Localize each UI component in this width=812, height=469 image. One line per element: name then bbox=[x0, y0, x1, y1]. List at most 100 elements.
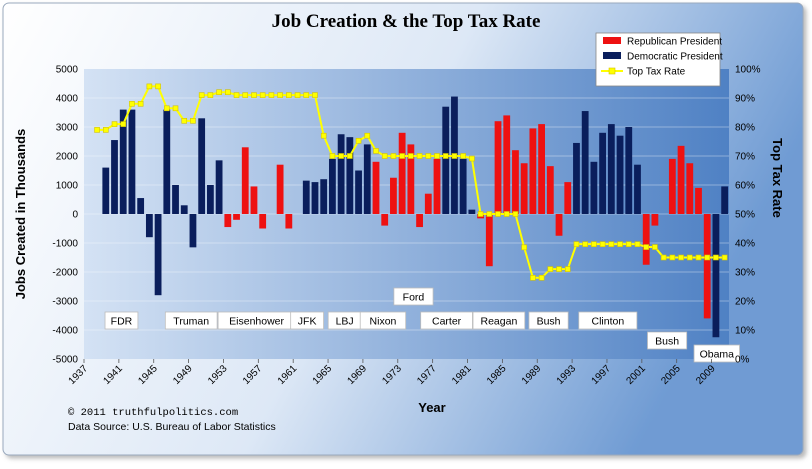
jobs-bar bbox=[128, 109, 136, 214]
jobs-bar bbox=[529, 128, 537, 214]
tax-rate-point bbox=[469, 155, 475, 162]
jobs-bars bbox=[102, 96, 729, 338]
tax-rate-point bbox=[190, 118, 196, 124]
tax-rate-point bbox=[625, 241, 632, 247]
president-label: Bush bbox=[537, 316, 561, 328]
y-tick-label: -2000 bbox=[52, 268, 78, 279]
tax-rate-point bbox=[381, 153, 388, 159]
tax-rate-point bbox=[225, 89, 231, 95]
y2-tick-label: 30% bbox=[735, 268, 755, 279]
y-tick-label: 0 bbox=[72, 210, 78, 221]
tax-rate-point bbox=[102, 127, 109, 133]
jobs-bar bbox=[215, 160, 223, 214]
tax-rate-point bbox=[320, 132, 327, 139]
jobs-bar bbox=[198, 118, 206, 214]
jobs-bar bbox=[145, 214, 153, 238]
tax-rate-point bbox=[556, 266, 562, 272]
tax-rate-point bbox=[486, 211, 493, 217]
tax-rate-point bbox=[129, 101, 135, 107]
tax-rate-point bbox=[277, 92, 283, 98]
tax-rate-point bbox=[155, 83, 161, 90]
y-tick-label: -1000 bbox=[52, 239, 78, 250]
tax-rate-point bbox=[564, 266, 571, 272]
jobs-bar bbox=[329, 158, 336, 214]
president-label: Reagan bbox=[481, 316, 518, 328]
legend-label: Top Tax Rate bbox=[627, 67, 686, 78]
y2-tick-label: 100% bbox=[735, 65, 761, 76]
tax-rate-point bbox=[390, 153, 397, 159]
tax-rate-point bbox=[268, 92, 275, 98]
tax-rate-point bbox=[503, 211, 510, 217]
jobs-bar bbox=[163, 109, 171, 214]
jobs-bar bbox=[381, 214, 389, 226]
tax-rate-point bbox=[451, 153, 458, 159]
y2-tick-label: 40% bbox=[735, 239, 755, 250]
jobs-bar bbox=[703, 214, 711, 319]
president-label-box bbox=[104, 311, 139, 330]
jobs-bar bbox=[311, 182, 319, 214]
jobs-bar bbox=[538, 124, 546, 214]
tax-rate-point bbox=[181, 118, 188, 124]
tax-rate-point bbox=[399, 153, 405, 159]
jobs-bar bbox=[154, 214, 162, 296]
president-labels: FDR Truman Eisenhower JFK LBJ Nixon Ford Carter… bbox=[104, 287, 740, 363]
president-label-box bbox=[420, 311, 473, 330]
tax-rate-point bbox=[573, 241, 580, 247]
tax-rate-point bbox=[373, 148, 379, 154]
tax-rate-point bbox=[660, 254, 667, 261]
jobs-bar bbox=[459, 158, 467, 214]
tax-rate-point bbox=[312, 92, 318, 98]
legend-label: Democratic President bbox=[627, 52, 723, 63]
tax-rate-point bbox=[582, 241, 588, 247]
tax-rate-point bbox=[416, 153, 423, 159]
y-tick-label: -4000 bbox=[52, 326, 78, 337]
legend-label: Republican President bbox=[627, 37, 722, 48]
y-tick-label: -3000 bbox=[52, 297, 78, 308]
jobs-bar bbox=[686, 163, 694, 214]
y-tick-label: 5000 bbox=[56, 65, 79, 76]
tax-rate-point bbox=[286, 92, 292, 98]
president-label: Eisenhower bbox=[229, 316, 284, 328]
tax-rate-point bbox=[460, 153, 466, 159]
tax-rate-point bbox=[434, 153, 440, 159]
jobs-bar bbox=[259, 214, 267, 229]
tax-rate-point bbox=[94, 127, 100, 133]
president-label: Bush bbox=[655, 336, 679, 348]
y2-tick-label: 90% bbox=[735, 94, 755, 105]
tax-rate-point bbox=[347, 153, 353, 159]
tax-rate-series bbox=[94, 83, 728, 281]
president-label-box bbox=[693, 344, 740, 363]
tax-rate-point bbox=[233, 92, 240, 98]
jobs-bar bbox=[172, 185, 179, 214]
y2-tick-label: 0% bbox=[735, 355, 750, 366]
tax-rate-point bbox=[355, 137, 362, 144]
president-label: Nixon bbox=[370, 316, 397, 328]
president-label-box bbox=[290, 311, 324, 330]
jobs-bar bbox=[642, 214, 650, 265]
president-label: JFK bbox=[298, 316, 317, 328]
tax-rate-point bbox=[329, 153, 336, 159]
jobs-bar bbox=[137, 198, 145, 214]
jobs-bar bbox=[424, 193, 432, 214]
y-axis-ticks: 5000 4000 3000 2000 1000 0 -1000 -2000 -3000 -400… bbox=[52, 65, 78, 366]
tax-rate-point bbox=[425, 153, 432, 159]
tax-rate-point bbox=[137, 101, 144, 107]
jobs-bar bbox=[721, 186, 729, 214]
tax-rate-point bbox=[530, 274, 536, 281]
jobs-bar bbox=[573, 142, 580, 214]
tax-rate-point bbox=[652, 244, 658, 250]
president-label: Ford bbox=[403, 292, 425, 304]
tax-rate-point bbox=[608, 241, 615, 247]
tax-rate-point bbox=[216, 89, 222, 95]
jobs-bar bbox=[616, 135, 624, 214]
legend-swatch bbox=[603, 52, 621, 59]
tax-rate-point bbox=[198, 92, 205, 98]
jobs-bar bbox=[285, 214, 293, 229]
y2-tick-label: 70% bbox=[735, 152, 755, 163]
jobs-bar bbox=[564, 182, 572, 214]
president-label-box bbox=[472, 311, 526, 330]
tax-rate-point bbox=[678, 254, 684, 261]
jobs-bar bbox=[102, 167, 110, 214]
